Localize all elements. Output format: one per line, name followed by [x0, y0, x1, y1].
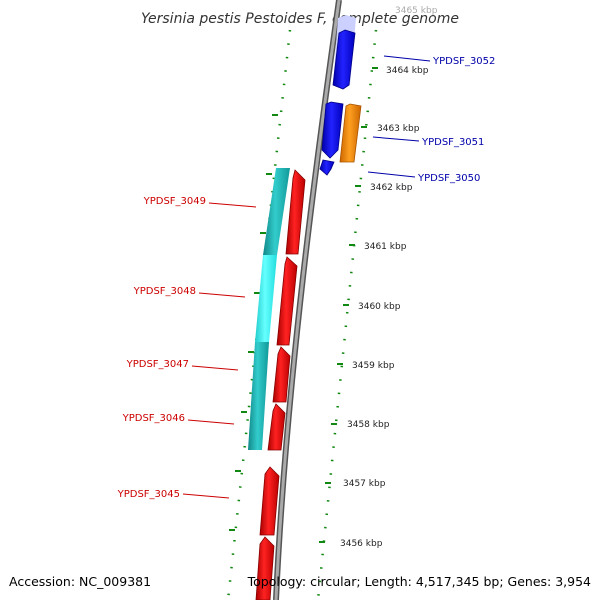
gene-arrow-ypdsf-3051[interactable]	[321, 101, 344, 159]
gene-label-ypdsf-3046[interactable]: YPDSF_3046	[122, 413, 185, 424]
scale-label: 3460 kbp	[358, 302, 401, 312]
accession-text: Accession: NC_009381	[9, 574, 151, 589]
gene-label-ypdsf-3048[interactable]: YPDSF_3048	[133, 286, 196, 297]
scale-label: 3463 kbp	[377, 124, 420, 134]
gene-label-ypdsf-3047[interactable]: YPDSF_3047	[126, 359, 189, 370]
reverse-gene-labels: YPDSF_3049 YPDSF_3048 YPDSF_3047 YPDSF_3…	[117, 196, 257, 500]
outer-dot-ring-left	[226, 29, 292, 600]
leader-line	[198, 292, 246, 298]
gene-arrow-ypdsf-3049[interactable]	[285, 169, 306, 255]
leader-line	[191, 365, 239, 371]
dotted-rings	[226, 29, 378, 600]
gene-label-ypdsf-3050[interactable]: YPDSF_3050	[417, 173, 480, 184]
gene-label-ypdsf-3052[interactable]: YPDSF_3052	[432, 56, 495, 67]
outer-dot-ring-right	[316, 29, 378, 600]
cds-band-segment-highlight	[255, 255, 277, 342]
scale-label: 3465 kbp	[395, 6, 438, 16]
leader-line	[383, 55, 431, 62]
leader-line	[367, 171, 416, 178]
cds-band-segment	[248, 342, 269, 450]
orf-arrow[interactable]	[339, 103, 362, 163]
leader-line	[208, 202, 257, 208]
gene-arrow-ypdsf-3052[interactable]	[332, 29, 356, 90]
gene-arrow-ypdsf-3046[interactable]	[267, 403, 286, 451]
scale-label: 3457 kbp	[343, 479, 386, 489]
scale-label: 3456 kbp	[340, 539, 383, 549]
topology-text: Topology: circular; Length: 4,517,345 bp…	[247, 574, 591, 589]
map-title: Yersinia pestis Pestoides F, complete ge…	[141, 11, 459, 27]
leader-line	[187, 419, 235, 425]
cds-band-segment	[263, 168, 290, 255]
gene-arrow-ypdsf-3050[interactable]	[319, 159, 335, 176]
gene-label-ypdsf-3049[interactable]: YPDSF_3049	[143, 196, 206, 207]
reverse-gene-arrows	[255, 169, 306, 600]
scale-ticks	[229, 67, 378, 543]
gene-label-ypdsf-3045[interactable]: YPDSF_3045	[117, 489, 180, 500]
gene-arrow-ypdsf-3048[interactable]	[276, 256, 298, 346]
scale-label: 3461 kbp	[364, 242, 407, 252]
leader-line	[372, 136, 420, 142]
genome-backbone	[274, 0, 341, 600]
scale-label: 3458 kbp	[347, 420, 390, 430]
gene-arrow-partial[interactable]	[255, 536, 275, 600]
forward-gene-arrows	[319, 15, 362, 176]
cds-band	[248, 168, 290, 450]
scale-label: 3462 kbp	[370, 183, 413, 193]
scale-labels: 3465 kbp 3464 kbp 3463 kbp 3462 kbp 3461…	[340, 6, 438, 549]
gene-label-ypdsf-3051[interactable]: YPDSF_3051	[421, 137, 484, 148]
scale-label: 3464 kbp	[386, 66, 429, 76]
gene-arrow-ypdsf-3045[interactable]	[259, 466, 280, 536]
scale-label: 3459 kbp	[352, 361, 395, 371]
leader-line	[182, 493, 230, 499]
gene-arrow-ypdsf-3047[interactable]	[272, 346, 291, 403]
forward-gene-labels: YPDSF_3052 YPDSF_3051 YPDSF_3050	[367, 55, 495, 184]
